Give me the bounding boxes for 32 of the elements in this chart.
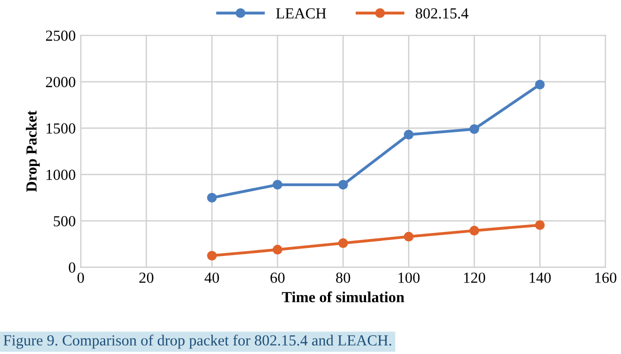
y-axis-title: Drop Packet — [26, 110, 40, 192]
point — [535, 220, 545, 230]
point — [272, 244, 282, 255]
legend-label: 802.15.4 — [416, 8, 468, 19]
y-tick-label: 0 — [68, 262, 76, 273]
point — [338, 238, 348, 248]
x-tick-label: 80 — [336, 272, 350, 283]
point — [469, 124, 480, 134]
point — [207, 250, 217, 261]
x-tick-label: 160 — [595, 272, 616, 283]
point — [338, 180, 348, 190]
y-tick-label: 500 — [54, 216, 76, 226]
point — [207, 192, 217, 203]
caption: Figure 9. Comparison of drop packet for 802.15.4 and LEACH. — [4, 334, 392, 349]
point — [404, 232, 414, 242]
x-tick-label: 140 — [530, 272, 551, 283]
x-tick-label: 120 — [464, 272, 486, 283]
y-tick-label: 1000 — [46, 170, 76, 180]
point — [272, 180, 282, 190]
x-tick-label: 100 — [398, 272, 420, 283]
point — [404, 130, 414, 140]
x-tick-label: 20 — [139, 272, 154, 283]
x-tick-label: 60 — [270, 272, 285, 283]
x-tick-label: 0 — [77, 272, 84, 283]
legend-label: LEACH — [276, 8, 326, 19]
point — [535, 80, 545, 90]
y-tick-label: 1500 — [46, 123, 76, 134]
x-tick-label: 40 — [204, 272, 219, 283]
y-tick-label: 2000 — [46, 76, 76, 88]
x-axis-title: Time of simulation — [282, 291, 404, 302]
y-tick-label: 2500 — [46, 30, 76, 41]
point — [469, 226, 480, 236]
